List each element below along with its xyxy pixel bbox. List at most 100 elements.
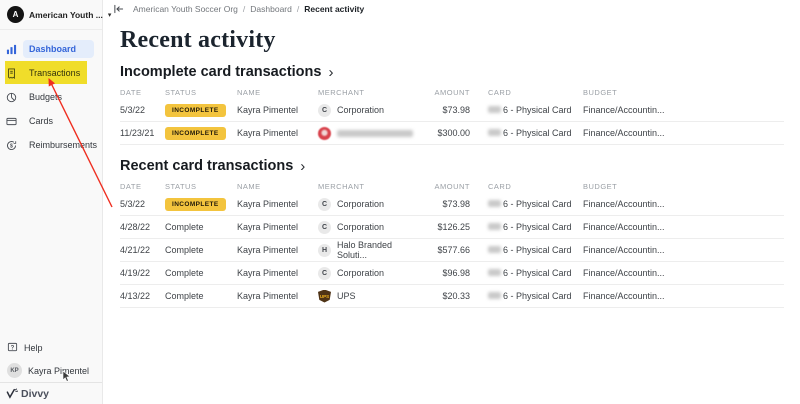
section-title-link[interactable]: Incomplete card transactions ›: [120, 64, 784, 80]
page-title: Recent activity: [120, 27, 276, 53]
card-text: 6 - Physical Card: [503, 105, 572, 115]
help-button[interactable]: ? Help: [0, 336, 102, 359]
cell-budget: Finance/Accountin...: [583, 128, 665, 138]
cell-date: 4/19/22: [120, 268, 151, 278]
sidebar-item-cards[interactable]: Cards: [0, 109, 102, 133]
cell-budget: Finance/Accountin...: [583, 245, 665, 255]
ups-logo-icon: UPS: [318, 289, 331, 303]
cell-name: Kayra Pimentel: [237, 128, 299, 138]
sidebar-item-budgets[interactable]: Budgets: [0, 85, 102, 109]
cell-card: 6 - Physical Card: [470, 105, 583, 115]
section-title-link[interactable]: Recent card transactions ›: [120, 158, 784, 174]
table-row[interactable]: 4/19/22 Complete Kayra Pimentel C Corporatio…: [120, 262, 784, 285]
table-row[interactable]: 5/3/22 INCOMPLETE Kayra Pimentel C Corporati…: [120, 193, 784, 216]
org-name: American Youth ...: [29, 9, 103, 20]
masked-card-digits: [488, 200, 501, 208]
cell-status: INCOMPLETE: [165, 103, 237, 117]
sidebar-item-dashboard[interactable]: Dashboard: [0, 37, 102, 61]
status-text: Complete: [165, 291, 204, 301]
cell-date: 11/23/21: [120, 128, 155, 138]
table-row[interactable]: 11/23/21 INCOMPLETE Kayra Pimentel $300.00 6…: [120, 122, 784, 145]
merchant-name: Corporation: [337, 268, 385, 278]
breadcrumb-org[interactable]: American Youth Soccer Org: [133, 4, 238, 14]
budgets-icon: [6, 92, 17, 103]
merchant-initial-avatar: C: [318, 220, 331, 234]
user-name: Kayra Pimentel: [28, 365, 90, 376]
cell-amount: $300.00: [437, 128, 470, 138]
table-header-row: DATE STATUS NAME MERCHANT AMOUNT CARD BUDGET: [120, 85, 784, 99]
column-header: CARD: [488, 87, 512, 97]
column-header: AMOUNT: [434, 181, 470, 191]
column-header: BUDGET: [583, 87, 618, 97]
help-label: Help: [24, 342, 43, 353]
cell-name: Kayra Pimentel: [237, 268, 299, 278]
org-switcher[interactable]: A American Youth ... ▾: [0, 0, 111, 30]
breadcrumb-separator: /: [296, 4, 300, 14]
sidebar-item-label: Transactions: [29, 68, 81, 78]
cell-merchant: C Corporation: [318, 103, 413, 117]
cell-name: Kayra Pimentel: [237, 222, 299, 232]
breadcrumb-dashboard[interactable]: Dashboard: [250, 4, 292, 14]
cell-merchant: C Corporation: [318, 266, 413, 280]
merchant-name: UPS: [337, 291, 356, 301]
table-row[interactable]: 4/13/22 Complete Kayra Pimentel UPS UPS $20.3…: [120, 285, 784, 308]
cell-date: 5/3/22: [120, 105, 146, 115]
merchant-initial-avatar: H: [318, 243, 331, 257]
cell-amount: $73.98: [442, 199, 470, 209]
table-row[interactable]: 4/21/22 Complete Kayra Pimentel H Halo Brand…: [120, 239, 784, 262]
masked-card-digits: [488, 106, 501, 114]
cell-amount: $20.33: [442, 291, 470, 301]
sidebar-nav: Dashboard Transactions Budgets Cards $ Reimbu…: [0, 30, 102, 157]
table-row[interactable]: 5/3/22 INCOMPLETE Kayra Pimentel C Corporati…: [120, 99, 784, 122]
breadcrumb-separator: /: [242, 4, 246, 14]
dashboard-icon: [6, 44, 17, 55]
cell-card: 6 - Physical Card: [470, 222, 583, 232]
collapse-sidebar-icon[interactable]: [113, 4, 124, 14]
column-header: NAME: [237, 87, 261, 97]
column-header: DATE: [120, 87, 142, 97]
cell-amount: $126.25: [437, 222, 470, 232]
tables-container: Incomplete card transactions › DATE STATUS N…: [103, 64, 800, 308]
cell-status: Complete: [165, 222, 237, 232]
merchant-initial-avatar: C: [318, 103, 331, 117]
chevron-right-icon: ›: [328, 63, 334, 81]
column-header: BUDGET: [583, 181, 618, 191]
status-badge: INCOMPLETE: [165, 197, 226, 211]
cell-budget: Finance/Accountin...: [583, 105, 665, 115]
status-text: Complete: [165, 268, 204, 278]
sidebar-item-label: Dashboard: [23, 40, 94, 58]
cell-date: 4/13/22: [120, 291, 151, 301]
section-title: Incomplete card transactions: [120, 64, 322, 80]
sidebar-item-transactions[interactable]: Transactions: [0, 61, 102, 85]
cell-status: INCOMPLETE: [165, 197, 237, 211]
card-text: 6 - Physical Card: [503, 245, 572, 255]
chevron-down-icon: ▾: [107, 11, 112, 19]
divvy-logo-icon: [5, 388, 18, 399]
merchant-initial-avatar: C: [318, 197, 331, 211]
cell-card: 6 - Physical Card: [470, 291, 583, 301]
cell-merchant: [318, 126, 413, 140]
user-avatar: KP: [7, 363, 22, 378]
cell-merchant: C Corporation: [318, 197, 413, 211]
sidebar-item-reimbursements[interactable]: $ Reimbursements: [0, 133, 102, 157]
merchant-name: Corporation: [337, 222, 385, 232]
status-badge: INCOMPLETE: [165, 126, 226, 140]
masked-card-digits: [488, 246, 501, 254]
column-header: DATE: [120, 181, 142, 191]
table-row[interactable]: 4/28/22 Complete Kayra Pimentel C Corporatio…: [120, 216, 784, 239]
merchant-initial-avatar: C: [318, 266, 331, 280]
cell-status: Complete: [165, 268, 237, 278]
brand-name: Divvy: [21, 387, 50, 400]
column-header: MERCHANT: [318, 181, 365, 191]
cell-merchant: UPS UPS: [318, 289, 413, 303]
card-text: 6 - Physical Card: [503, 199, 572, 209]
status-text: Complete: [165, 245, 204, 255]
status-badge: INCOMPLETE: [165, 103, 226, 117]
cell-name: Kayra Pimentel: [237, 245, 299, 255]
column-header: AMOUNT: [434, 87, 470, 97]
breadcrumb-current: Recent activity: [304, 4, 365, 14]
cell-budget: Finance/Accountin...: [583, 268, 665, 278]
card-text: 6 - Physical Card: [503, 268, 572, 278]
user-menu[interactable]: KP Kayra Pimentel: [0, 359, 102, 382]
